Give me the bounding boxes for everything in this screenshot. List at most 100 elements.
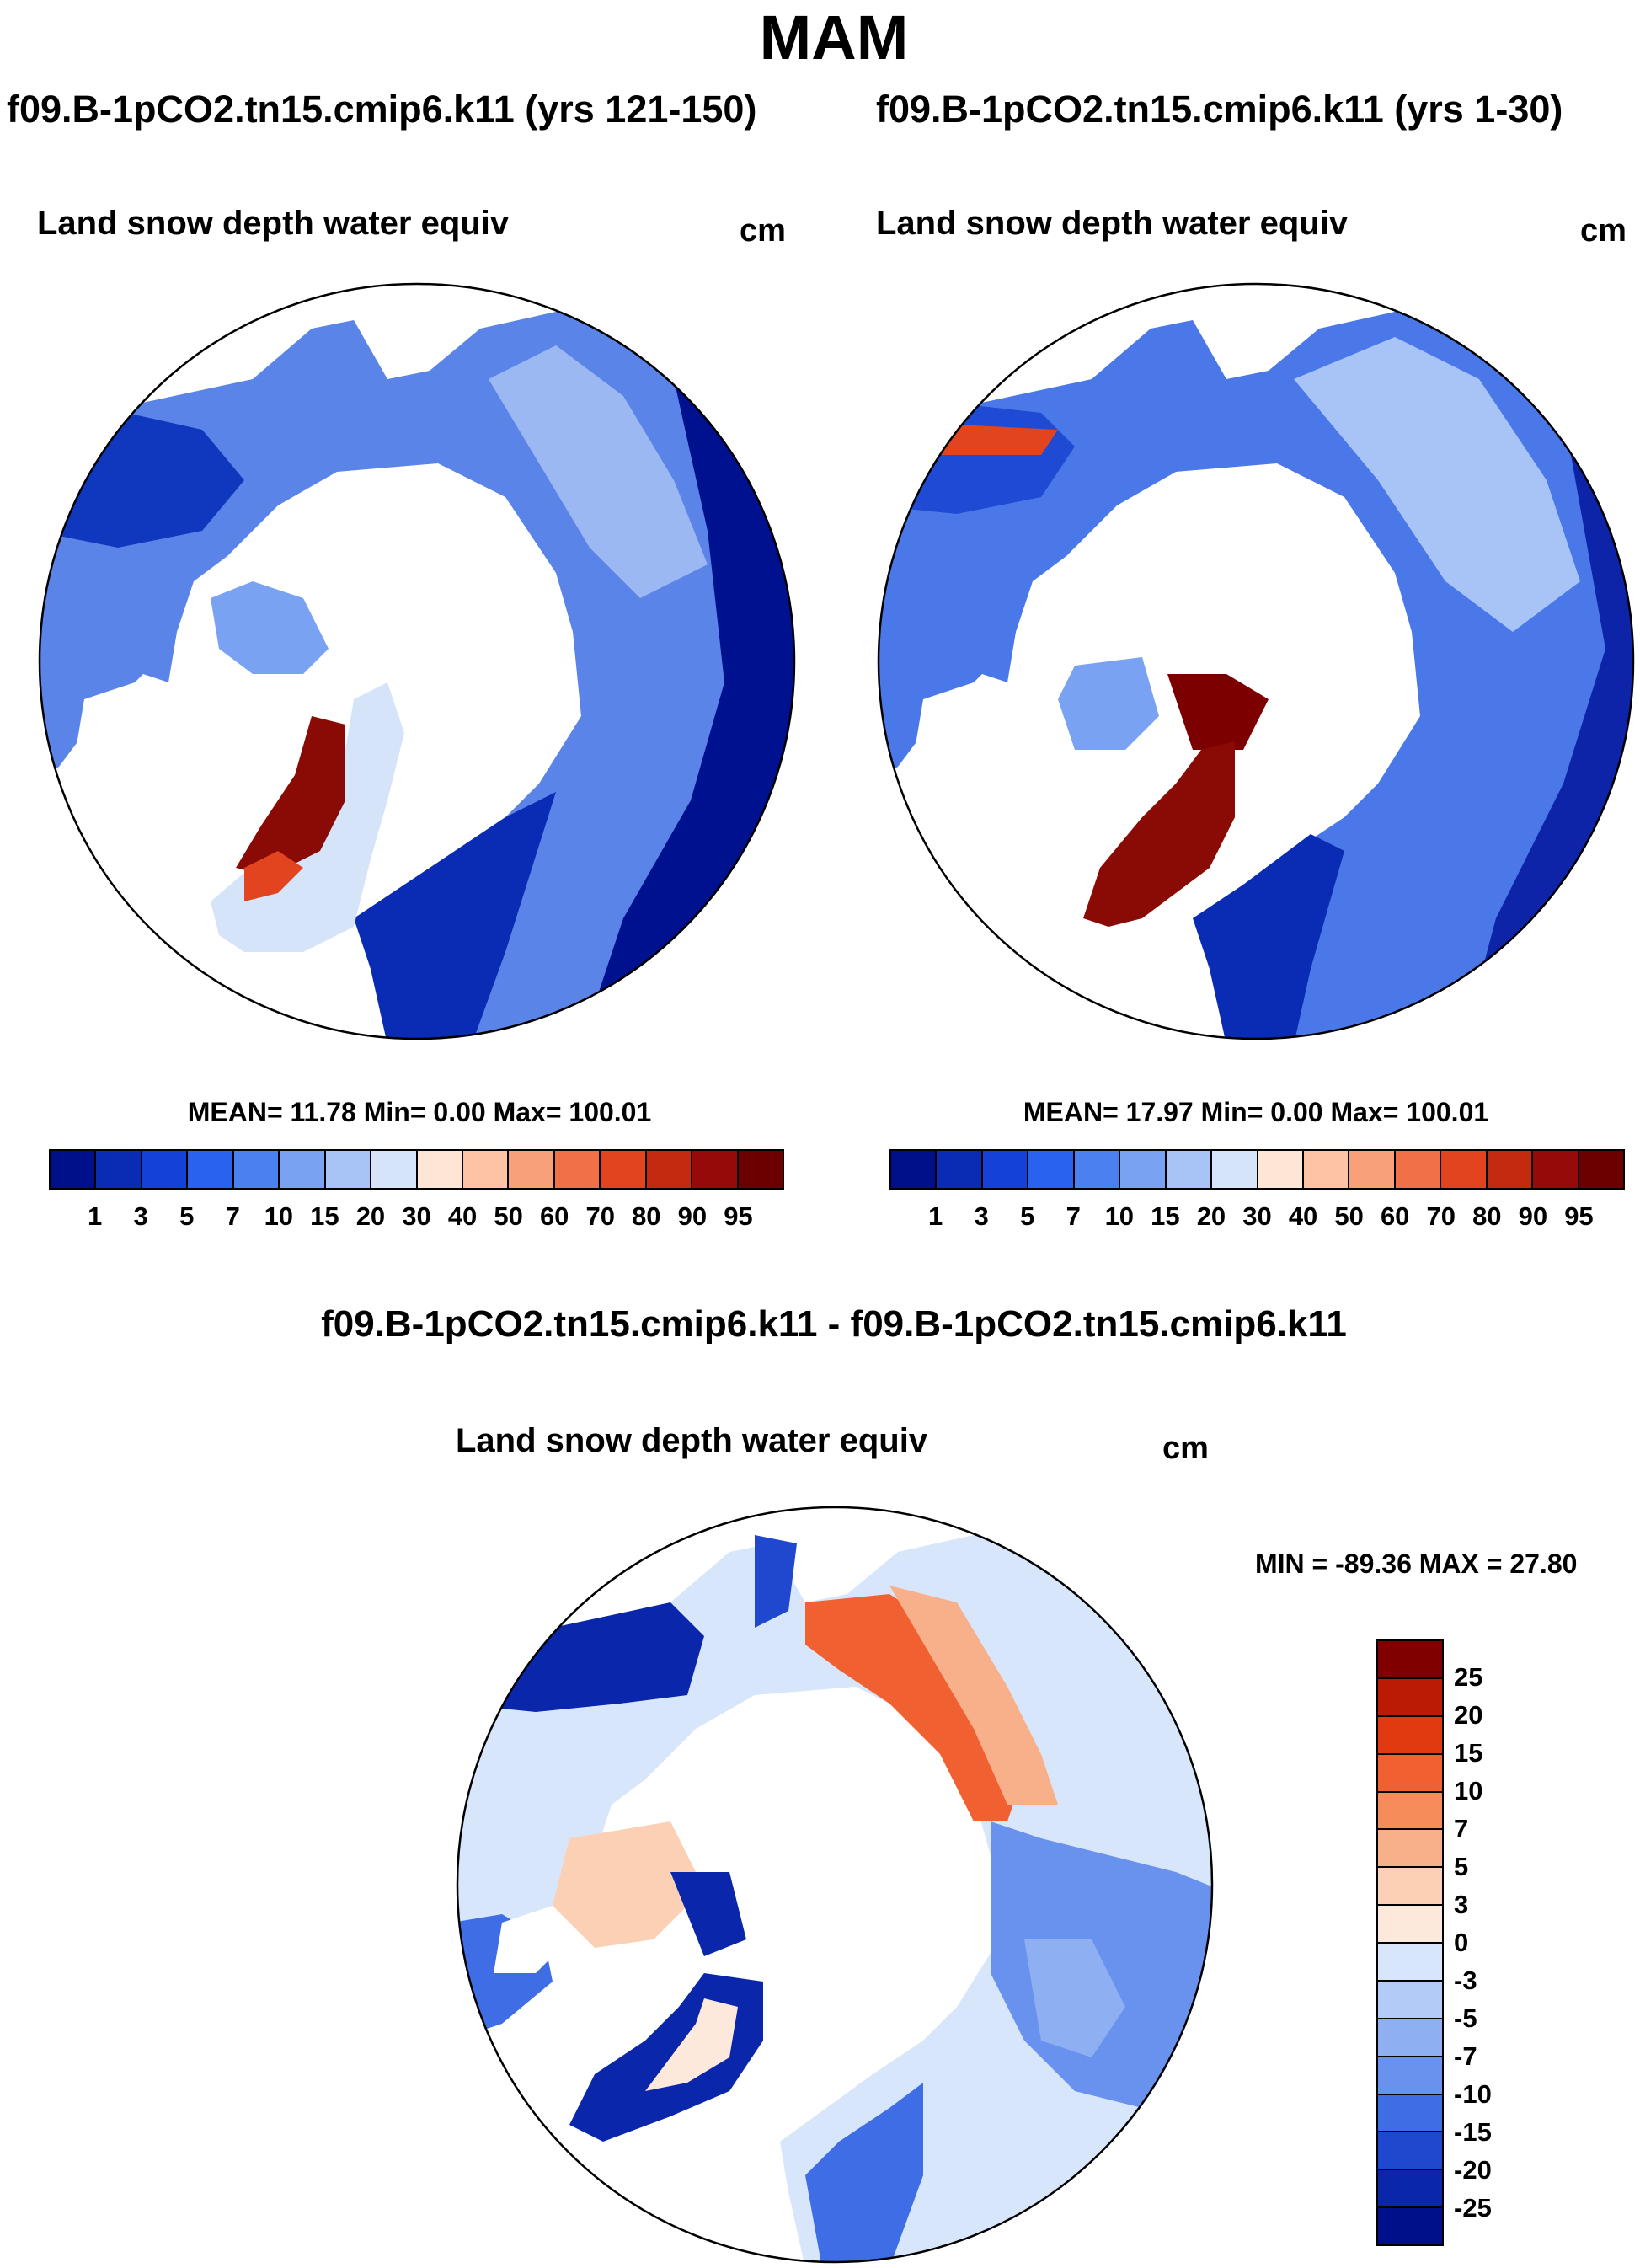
panel-3-units: cm bbox=[1162, 1431, 1209, 1466]
colorbar-tick-label: 10 bbox=[264, 1201, 294, 1231]
colorbar-tick-label: 30 bbox=[1242, 1201, 1272, 1231]
panel-3-variable: Land snow depth water equiv bbox=[456, 1422, 928, 1459]
colorbar-swatch bbox=[1378, 1792, 1442, 1831]
colorbar-swatch bbox=[371, 1151, 418, 1188]
colorbar-tick-label: 30 bbox=[402, 1201, 431, 1231]
colorbar-tick-label: 40 bbox=[1288, 1201, 1318, 1231]
panel-2-case-title: f09.B-1pCO2.tn15.cmip6.k11 (yrs 1-30) bbox=[876, 88, 1563, 131]
colorbar-tick-label: -15 bbox=[1454, 2117, 1492, 2147]
colorbar-swatch bbox=[233, 1151, 280, 1188]
colorbar-swatch bbox=[1579, 1151, 1623, 1188]
colorbar-tick-label: -20 bbox=[1454, 2155, 1492, 2185]
colorbar-swatch bbox=[1378, 2132, 1442, 2171]
colorbar-swatch bbox=[937, 1151, 983, 1188]
colorbar-tick-label: -25 bbox=[1454, 2193, 1492, 2223]
colorbar-swatch bbox=[325, 1151, 372, 1188]
colorbar-tick-label: 60 bbox=[539, 1201, 569, 1231]
colorbar-tick-label: 15 bbox=[1151, 1201, 1180, 1231]
figure-title: MAM bbox=[759, 3, 909, 72]
colorbar-tick-label: 0 bbox=[1454, 1928, 1469, 1957]
colorbar-tick-label: 70 bbox=[1426, 1201, 1456, 1231]
panel-3-colorbar bbox=[1376, 1639, 1444, 2246]
colorbar-tick-label: 80 bbox=[1472, 1201, 1502, 1231]
colorbar-swatch bbox=[96, 1151, 142, 1188]
colorbar-tick-label: -10 bbox=[1454, 2079, 1492, 2109]
colorbar-tick-label: 5 bbox=[1020, 1201, 1035, 1231]
colorbar-swatch bbox=[1378, 1981, 1442, 2019]
colorbar-swatch bbox=[417, 1151, 463, 1188]
colorbar-tick-label: 40 bbox=[447, 1201, 478, 1231]
colorbar-tick-label: 7 bbox=[1454, 1814, 1469, 1843]
colorbar-tick-label: 7 bbox=[225, 1201, 240, 1231]
colorbar-tick-label: 50 bbox=[1334, 1201, 1364, 1231]
colorbar-swatch bbox=[891, 1151, 938, 1188]
colorbar-swatch bbox=[1378, 2019, 1442, 2057]
colorbar-tick-label: 25 bbox=[1454, 1662, 1483, 1692]
colorbar-tick-label: 15 bbox=[310, 1201, 339, 1231]
colorbar-swatch bbox=[280, 1151, 326, 1188]
colorbar-tick-label: 7 bbox=[1066, 1201, 1081, 1231]
colorbar-swatch bbox=[142, 1151, 189, 1188]
colorbar-swatch bbox=[1028, 1151, 1075, 1188]
colorbar-swatch bbox=[1378, 1944, 1442, 1982]
colorbar-swatch bbox=[1378, 1830, 1442, 1869]
colorbar-swatch bbox=[51, 1151, 97, 1188]
colorbar-tick-label: 15 bbox=[1454, 1738, 1483, 1768]
panel-1-stats: MEAN= 11.78 Min= 0.00 Max= 100.01 bbox=[187, 1097, 652, 1127]
panel-3-stats: MIN = -89.36 MAX = 27.80 bbox=[1255, 1549, 1578, 1579]
colorbar-swatch bbox=[188, 1151, 234, 1188]
panel-2-polar-map bbox=[877, 282, 1635, 1040]
colorbar-tick-label: 60 bbox=[1380, 1201, 1410, 1231]
colorbar-tick-label: 20 bbox=[1196, 1201, 1226, 1231]
panel-1-case-title: f09.B-1pCO2.tn15.cmip6.k11 (yrs 121-150) bbox=[7, 88, 757, 131]
colorbar-swatch bbox=[462, 1151, 510, 1188]
colorbar-tick-label: 80 bbox=[632, 1201, 661, 1231]
colorbar-tick-label: 70 bbox=[585, 1201, 615, 1231]
colorbar-swatch bbox=[1303, 1151, 1350, 1188]
colorbar-swatch bbox=[509, 1151, 555, 1188]
colorbar-tick-label: 10 bbox=[1454, 1776, 1483, 1805]
colorbar-tick-label: 10 bbox=[1104, 1201, 1135, 1231]
panel-1-polar-map bbox=[38, 282, 796, 1040]
colorbar-swatch bbox=[1441, 1151, 1488, 1188]
colorbar-tick-label: 20 bbox=[1454, 1700, 1483, 1730]
colorbar-swatch bbox=[1166, 1151, 1213, 1188]
colorbar-tick-label: 3 bbox=[1454, 1890, 1469, 1919]
colorbar-swatch bbox=[1487, 1151, 1534, 1188]
panel-2-units: cm bbox=[1580, 213, 1627, 249]
panel-1-colorbar bbox=[49, 1149, 784, 1190]
colorbar-swatch bbox=[1074, 1151, 1121, 1188]
colorbar-swatch bbox=[1378, 1716, 1442, 1755]
colorbar-swatch bbox=[1378, 1754, 1442, 1793]
diff-title: f09.B-1pCO2.tn15.cmip6.k11 - f09.B-1pCO2… bbox=[321, 1303, 1347, 1345]
colorbar-tick-label: -3 bbox=[1454, 1966, 1477, 1995]
colorbar-swatch bbox=[1120, 1151, 1167, 1188]
colorbar-tick-label: 90 bbox=[677, 1201, 708, 1231]
colorbar-swatch bbox=[554, 1151, 601, 1188]
colorbar-tick-label: 95 bbox=[724, 1201, 753, 1231]
colorbar-swatch bbox=[1212, 1151, 1258, 1188]
colorbar-swatch bbox=[1258, 1151, 1304, 1188]
colorbar-swatch bbox=[1378, 1906, 1442, 1944]
colorbar-swatch bbox=[692, 1151, 739, 1188]
panel-2-variable: Land snow depth water equiv bbox=[876, 205, 1349, 242]
colorbar-tick-label: -5 bbox=[1454, 2003, 1477, 2033]
colorbar-tick-label: 20 bbox=[355, 1201, 386, 1231]
colorbar-swatch bbox=[1349, 1151, 1396, 1188]
colorbar-swatch bbox=[1378, 2094, 1442, 2133]
colorbar-swatch bbox=[1395, 1151, 1442, 1188]
colorbar-swatch bbox=[601, 1151, 647, 1188]
colorbar-swatch bbox=[1378, 1641, 1442, 1679]
colorbar-swatch bbox=[738, 1151, 783, 1188]
colorbar-swatch bbox=[1533, 1151, 1579, 1188]
colorbar-tick-label: 5 bbox=[179, 1201, 195, 1231]
panel-2-stats: MEAN= 17.97 Min= 0.00 Max= 100.01 bbox=[1023, 1097, 1489, 1127]
panel-2-colorbar bbox=[889, 1149, 1625, 1190]
colorbar-tick-label: 95 bbox=[1564, 1201, 1594, 1231]
colorbar-tick-label: 3 bbox=[133, 1201, 148, 1231]
colorbar-tick-label: 3 bbox=[974, 1201, 989, 1231]
colorbar-swatch bbox=[1378, 1868, 1442, 1907]
panel-3-polar-map bbox=[456, 1506, 1214, 2264]
panel-1-units: cm bbox=[740, 213, 786, 249]
colorbar-swatch bbox=[1378, 2170, 1442, 2209]
